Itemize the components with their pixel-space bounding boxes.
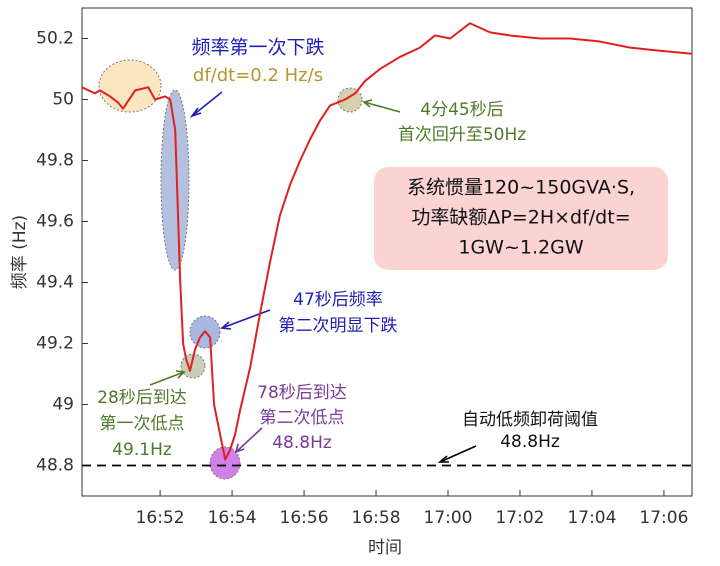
x-tick-label: 16:58 [352, 508, 401, 528]
info-box [374, 167, 668, 270]
arrow-head [234, 443, 245, 454]
highlight [160, 89, 190, 271]
y-tick-label: 49.8 [36, 151, 74, 171]
arrow [363, 101, 401, 113]
highlight [337, 87, 363, 113]
annotation: 1GW~1.2GW [458, 237, 583, 259]
arrow-head [175, 370, 186, 379]
annotation: 28秒后到达 [97, 388, 187, 408]
annotation: 第二次明显下跌 [279, 316, 398, 336]
arrow [439, 445, 477, 463]
data-line [81, 22, 693, 461]
annotation: 功率缺额ΔP=2H×df/dt= [411, 207, 630, 229]
y-tick-label: 50 [52, 90, 74, 110]
x-tick-label: 16:52 [136, 508, 185, 528]
arrow [235, 427, 263, 453]
highlight [98, 59, 162, 113]
y-tick-label: 49 [52, 395, 74, 415]
annotation: 第二次低点 [260, 408, 345, 428]
x-tick-label: 17:04 [567, 508, 616, 528]
x-axis-label: 时间 [368, 538, 402, 558]
arrows [149, 91, 477, 463]
arrow [149, 371, 185, 386]
annotation: 系统惯量120~150GVA·S, [407, 177, 635, 199]
annotation: 47秒后频率 [293, 290, 383, 310]
plot-frame [81, 7, 693, 497]
x-tick-label: 17:02 [495, 508, 544, 528]
arrow-head [362, 99, 373, 108]
arrow [191, 91, 223, 117]
x-tick-label: 17:00 [424, 508, 473, 528]
arrow [221, 309, 271, 329]
annotation: 自动低频卸荷阈值 [462, 410, 598, 430]
y-tick-label: 50.2 [36, 29, 74, 49]
x-tick-label: 16:54 [208, 508, 257, 528]
y-tick-label: 48.8 [36, 456, 74, 476]
y-axis-label: 频率 (Hz) [10, 215, 30, 289]
annotation: df/dt=0.2 Hz/s [193, 65, 323, 86]
annotation: 第一次低点 [100, 414, 185, 434]
y-tick-label: 49.4 [36, 273, 74, 293]
annotation: 48.8Hz [500, 432, 560, 452]
y-tick-label: 49.2 [36, 334, 74, 354]
x-tick-label: 17:06 [639, 508, 688, 528]
annotation: 49.1Hz [112, 440, 172, 460]
arrow-head [189, 107, 202, 118]
y-tick-label: 49.6 [36, 212, 74, 232]
annotation: 4分45秒后 [420, 100, 503, 120]
highlight [209, 446, 241, 480]
annotation: 首次回升至50Hz [398, 125, 526, 145]
arrow-head [437, 455, 449, 463]
annotation: 48.8Hz [272, 433, 332, 453]
x-tick-label: 16:56 [280, 508, 329, 528]
arrow-head [220, 321, 232, 330]
annotation: 78秒后到达 [257, 383, 347, 403]
annotation: 频率第一次下跌 [191, 37, 324, 59]
